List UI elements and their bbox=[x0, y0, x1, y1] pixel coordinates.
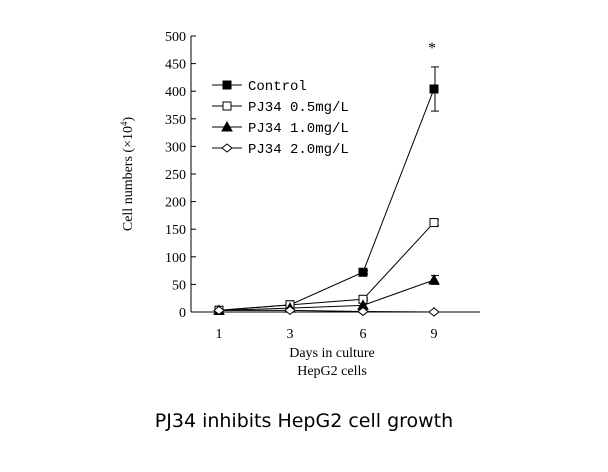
y-axis-label: Cell numbers (×104) bbox=[119, 117, 136, 232]
data-point bbox=[428, 273, 440, 285]
series-line bbox=[219, 309, 435, 313]
legend-label: Control bbox=[248, 79, 307, 95]
x-axis-sublabel: HepG2 cells bbox=[297, 364, 367, 379]
data-point bbox=[284, 305, 296, 315]
significance-annotation: * bbox=[428, 40, 436, 57]
y-tick-label: 450 bbox=[165, 58, 186, 73]
legend-label: PJ34 0.5mg/L bbox=[248, 100, 349, 116]
x-tick-label: 9 bbox=[431, 327, 438, 342]
series-line bbox=[218, 279, 435, 311]
legend-item: PJ34 2.0mg/L bbox=[212, 142, 349, 158]
data-point bbox=[429, 84, 439, 94]
data-point bbox=[358, 267, 368, 277]
legend-item: PJ34 1.0mg/L bbox=[212, 120, 349, 137]
series-4 bbox=[213, 305, 440, 317]
y-ticks: 0 50 100 150 200 250 300 350 400 450 500 bbox=[165, 30, 196, 321]
line-chart: Cell numbers (×104) 05010015020025030035… bbox=[119, 30, 480, 379]
y-tick-label: 0 bbox=[179, 306, 186, 321]
data-point bbox=[213, 305, 225, 315]
x-tick-label: 6 bbox=[360, 327, 367, 342]
legend-marker bbox=[221, 120, 233, 132]
legend-label: PJ34 1.0mg/L bbox=[248, 121, 349, 137]
data-point bbox=[428, 307, 440, 317]
y-tick-label: 300 bbox=[165, 140, 186, 155]
x-tick-label: 1 bbox=[216, 327, 223, 342]
x-tick-label: 3 bbox=[287, 327, 294, 342]
data-point bbox=[429, 218, 439, 228]
y-tick-label: 250 bbox=[165, 168, 186, 183]
legend-marker bbox=[222, 80, 232, 90]
data-point bbox=[357, 306, 369, 317]
y-tick-label: 50 bbox=[172, 278, 186, 293]
series-2 bbox=[214, 218, 439, 315]
legend-item: PJ34 0.5mg/L bbox=[212, 100, 349, 116]
x-axis-label: Days in culture bbox=[289, 346, 375, 361]
legend-label: PJ34 2.0mg/L bbox=[248, 142, 349, 158]
legend-item: Control bbox=[212, 79, 307, 95]
series-line bbox=[218, 222, 435, 311]
y-tick-label: 150 bbox=[165, 223, 186, 238]
legend-marker bbox=[222, 101, 232, 111]
y-tick-label: 350 bbox=[165, 113, 186, 128]
legend: Control PJ34 0.5mg/L PJ34 1.0mg/L PJ34 2.0m… bbox=[212, 79, 349, 158]
y-tick-label: 100 bbox=[165, 251, 186, 266]
series-layer bbox=[213, 66, 440, 317]
y-tick-label: 400 bbox=[165, 85, 186, 100]
y-tick-label: 200 bbox=[165, 196, 186, 211]
legend-marker bbox=[221, 143, 233, 153]
figure-caption: PJ34 inhibits HepG2 cell growth bbox=[154, 410, 454, 432]
y-tick-label: 500 bbox=[165, 30, 186, 45]
